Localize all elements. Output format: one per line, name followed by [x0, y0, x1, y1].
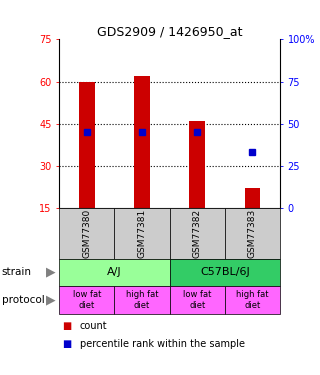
Text: GSM77381: GSM77381: [138, 209, 147, 258]
Text: ▶: ▶: [46, 293, 56, 306]
Text: ■: ■: [62, 339, 72, 349]
Bar: [134, 76, 150, 208]
Text: GSM77382: GSM77382: [193, 209, 202, 258]
Text: protocol: protocol: [2, 295, 44, 305]
Title: GDS2909 / 1426950_at: GDS2909 / 1426950_at: [97, 25, 242, 38]
Text: count: count: [80, 321, 108, 331]
Text: low fat
diet: low fat diet: [183, 290, 212, 309]
Text: C57BL/6J: C57BL/6J: [200, 267, 250, 277]
Text: low fat
diet: low fat diet: [73, 290, 101, 309]
Text: strain: strain: [2, 267, 32, 277]
Bar: [79, 82, 94, 208]
Text: A/J: A/J: [107, 267, 122, 277]
Text: percentile rank within the sample: percentile rank within the sample: [80, 339, 245, 349]
Text: ■: ■: [62, 321, 72, 331]
Text: ▶: ▶: [46, 266, 56, 279]
Text: high fat
diet: high fat diet: [126, 290, 158, 309]
Text: GSM77383: GSM77383: [248, 209, 257, 258]
Bar: [245, 188, 260, 208]
Text: GSM77380: GSM77380: [82, 209, 91, 258]
Text: high fat
diet: high fat diet: [236, 290, 269, 309]
Bar: [189, 121, 205, 208]
